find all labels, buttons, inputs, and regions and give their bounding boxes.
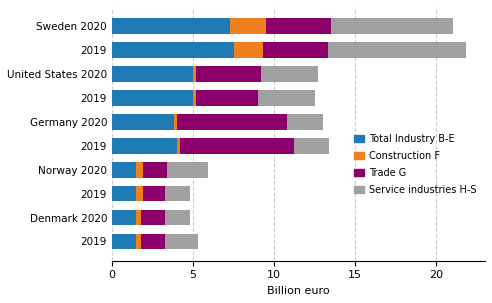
Bar: [112, 234, 136, 249]
Bar: [141, 234, 165, 249]
Bar: [112, 210, 136, 225]
Bar: [167, 162, 208, 178]
Bar: [261, 66, 318, 82]
Bar: [196, 66, 261, 82]
Bar: [258, 90, 315, 106]
Bar: [136, 234, 141, 249]
Bar: [234, 42, 263, 58]
Bar: [165, 186, 190, 201]
Bar: [165, 210, 190, 225]
Bar: [193, 66, 196, 82]
Bar: [266, 18, 331, 34]
Bar: [328, 42, 465, 58]
Bar: [177, 114, 287, 130]
Bar: [230, 18, 266, 34]
Bar: [112, 114, 174, 130]
Bar: [112, 18, 230, 34]
Bar: [141, 210, 165, 225]
Bar: [177, 138, 180, 154]
Bar: [331, 18, 453, 34]
Bar: [112, 90, 193, 106]
Legend: Total Industry B-E, Construction F, Trade G, Service industries H-S: Total Industry B-E, Construction F, Trad…: [350, 130, 480, 198]
Bar: [136, 162, 143, 178]
Bar: [165, 234, 198, 249]
Bar: [193, 90, 196, 106]
Bar: [143, 186, 165, 201]
Bar: [287, 114, 323, 130]
Bar: [112, 66, 193, 82]
Bar: [112, 186, 136, 201]
Bar: [263, 42, 328, 58]
Bar: [112, 138, 177, 154]
Bar: [112, 42, 234, 58]
X-axis label: Billion euro: Billion euro: [267, 286, 330, 296]
Bar: [136, 210, 141, 225]
Bar: [174, 114, 177, 130]
Bar: [136, 186, 143, 201]
Bar: [294, 138, 329, 154]
Bar: [180, 138, 294, 154]
Bar: [196, 90, 258, 106]
Bar: [143, 162, 167, 178]
Bar: [112, 162, 136, 178]
